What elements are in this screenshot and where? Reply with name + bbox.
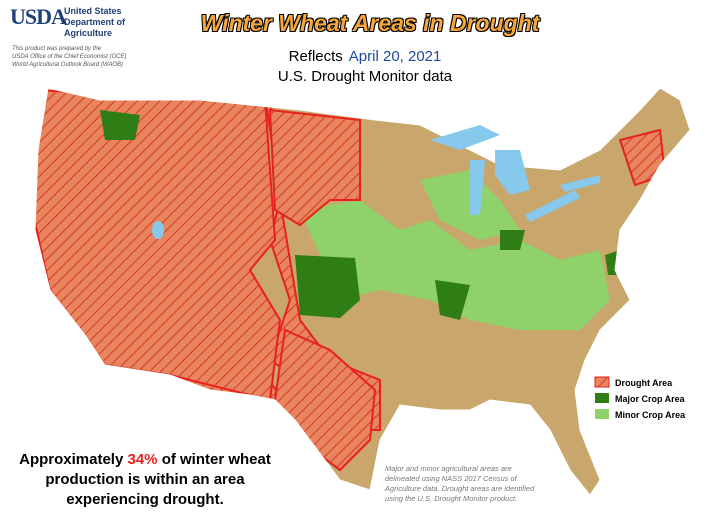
subtitle-date: April 20, 2021 (348, 48, 442, 65)
legend-swatch (595, 409, 609, 419)
major-crop (100, 110, 140, 140)
statement-text: of winter wheat production is within an … (45, 451, 271, 508)
legend-label: Minor Crop Area (615, 410, 686, 420)
minor-crop (300, 200, 610, 330)
logo: USDA (10, 4, 67, 29)
title: Winter Wheat Areas in Drought (200, 10, 540, 36)
subtitle-prefix: Reflects (288, 48, 343, 65)
legend-label: Drought Area (615, 378, 673, 388)
great-lakes (152, 125, 600, 239)
major-crop (500, 230, 525, 250)
drought-area (268, 108, 361, 227)
statement-text: Approximately (19, 451, 124, 468)
legend-swatch (595, 393, 609, 403)
drought-area (35, 88, 282, 402)
logo-line: Agriculture (64, 28, 113, 38)
major-crop (435, 280, 470, 320)
note: Major and minor agricultural areas are d… (385, 464, 535, 503)
legend-label: Major Crop Area (615, 394, 686, 404)
statement: Approximately 34% of winter wheat produc… (10, 450, 280, 510)
credit-line: World Agricultural Outlook Board (WAOB) (12, 62, 124, 68)
subtitle-line: U.S. Drought Monitor data (277, 68, 453, 85)
logo-text: United States Department of Agriculture (64, 6, 125, 39)
major-crop (295, 255, 360, 318)
subtitle: Reflects April 20, 2021 (200, 48, 530, 65)
credit-line: USDA Office of the Chief Economist (OCE) (12, 54, 127, 60)
credit: This product was prepared by the USDA Of… (12, 45, 126, 69)
legend-swatch (594, 376, 610, 388)
logo-line: United States (64, 6, 122, 16)
credit-line: This product was prepared by the (12, 46, 102, 52)
logo-line: Department of (64, 17, 126, 27)
statement-highlight: 34% (127, 451, 158, 468)
